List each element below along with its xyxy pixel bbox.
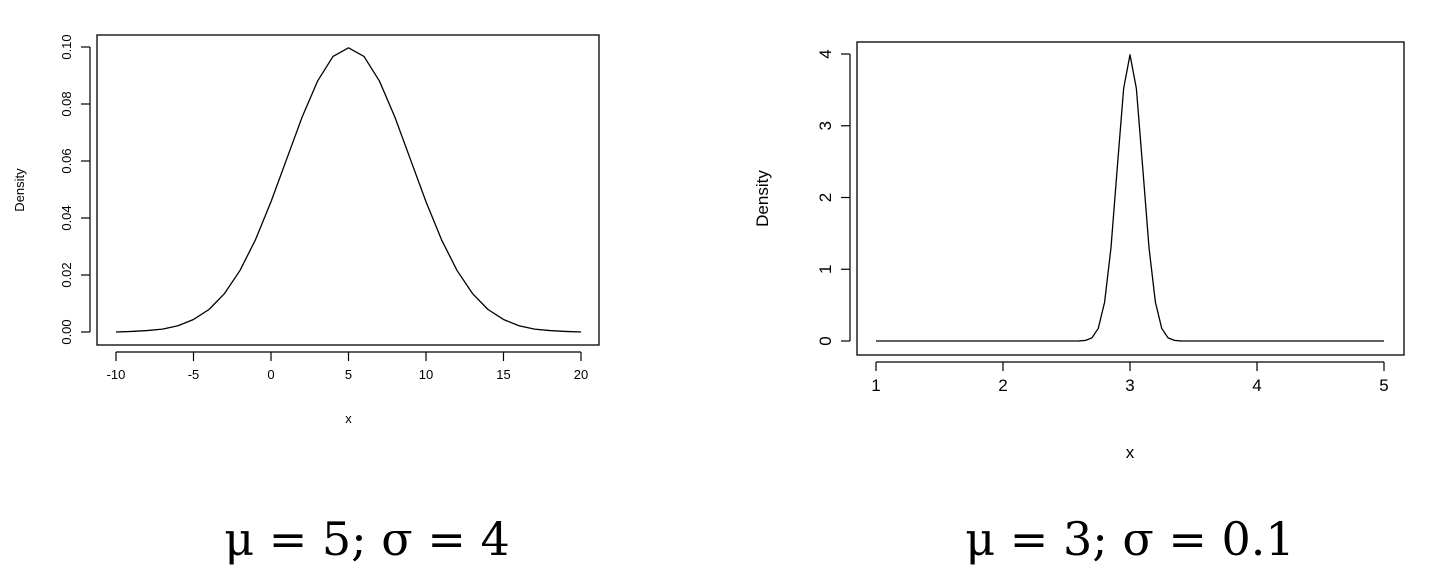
x-tick-label: 3 bbox=[1125, 376, 1134, 395]
x-tick-label: 2 bbox=[998, 376, 1007, 395]
y-tick-label: 0.02 bbox=[59, 262, 74, 287]
chart-normal-mu3-sigma0.1: 1 2 3 4 5 0 1 2 3 4 x Density μ = 3; σ = 0.1 bbox=[753, 41, 1405, 566]
parameter-caption: μ = 3; σ = 0.1 bbox=[965, 512, 1294, 566]
y-tick-label: 3 bbox=[816, 121, 835, 130]
x-axis-label: x bbox=[345, 411, 352, 426]
x-tick-label: 4 bbox=[1252, 376, 1261, 395]
plot-frame bbox=[96, 34, 600, 346]
x-tick-label: 1 bbox=[871, 376, 880, 395]
y-axis-label: Density bbox=[12, 168, 27, 212]
y-tick-label: 0 bbox=[816, 336, 835, 345]
y-tick-label: 0.08 bbox=[59, 91, 74, 116]
density-curve bbox=[115, 47, 582, 333]
x-tick-label: 5 bbox=[1379, 376, 1388, 395]
x-tick-label: 0 bbox=[267, 367, 274, 382]
density-curve bbox=[876, 54, 1384, 342]
y-tick-label: 0.00 bbox=[59, 319, 74, 344]
x-tick-label: -10 bbox=[107, 367, 126, 382]
y-tick-label: 0.04 bbox=[59, 205, 74, 230]
y-tick-label: 4 bbox=[816, 49, 835, 58]
x-tick-label: -5 bbox=[188, 367, 200, 382]
x-tick-label: 10 bbox=[419, 367, 433, 382]
parameter-caption: μ = 5; σ = 4 bbox=[224, 512, 510, 566]
y-axis-label: Density bbox=[753, 170, 772, 227]
y-tick-label: 0.10 bbox=[59, 34, 74, 59]
y-tick-label: 1 bbox=[816, 265, 835, 274]
x-tick-label: 5 bbox=[345, 367, 352, 382]
plot-frame bbox=[856, 41, 1405, 356]
x-tick-label: 15 bbox=[496, 367, 510, 382]
chart-normal-mu5-sigma4: -10 -5 0 5 10 15 20 0.00 0.02 0.04 0.06 0.08 0.10 x De… bbox=[12, 34, 600, 566]
x-axis-label: x bbox=[1126, 443, 1135, 462]
y-tick-label: 2 bbox=[816, 193, 835, 202]
x-tick-label: 20 bbox=[574, 367, 588, 382]
y-tick-label: 0.06 bbox=[59, 148, 74, 173]
